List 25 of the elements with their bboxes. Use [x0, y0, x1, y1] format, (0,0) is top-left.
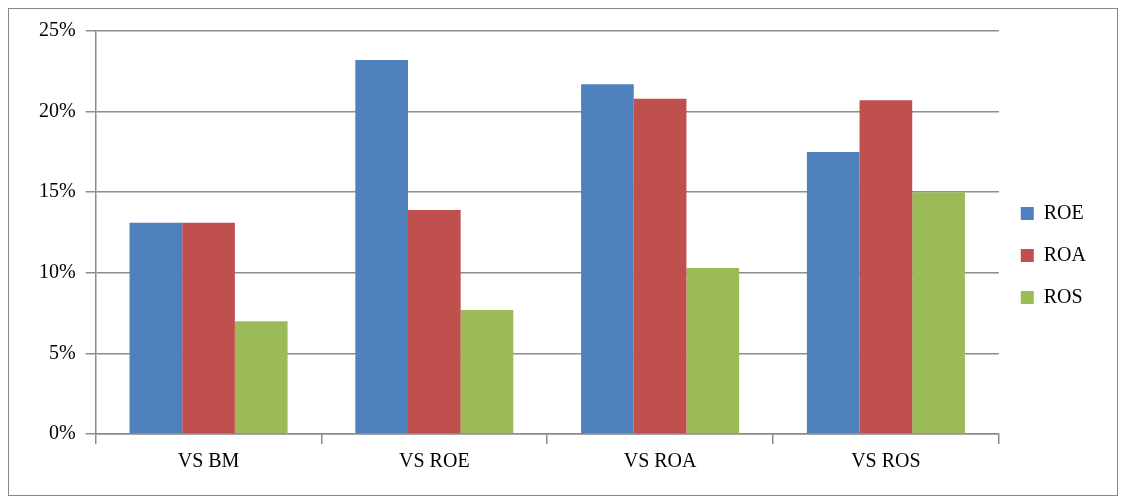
bar — [806, 151, 860, 434]
x-tick-label: VS ROE — [399, 449, 470, 472]
x-tick-label: VS BM — [177, 449, 240, 472]
bar — [407, 209, 461, 434]
bar — [581, 84, 634, 434]
y-tick-label: 0% — [48, 421, 76, 444]
x-tick-label: VS ROA — [623, 449, 698, 472]
bar — [633, 98, 687, 434]
x-tick-label: VS ROS — [851, 449, 921, 472]
y-tick-label: 25% — [38, 18, 76, 41]
bar — [129, 222, 183, 434]
legend-label: ROA — [1043, 242, 1087, 265]
bar — [686, 267, 740, 434]
bar — [460, 309, 514, 434]
bar — [355, 60, 408, 434]
legend-label: ROE — [1043, 200, 1084, 223]
legend-label: ROS — [1043, 284, 1083, 307]
y-tick-label: 5% — [48, 340, 76, 363]
bar — [912, 192, 965, 434]
bar — [182, 222, 235, 434]
bar — [859, 100, 913, 434]
y-tick-label: 15% — [38, 179, 76, 202]
bar — [234, 321, 288, 434]
y-tick-label: 10% — [38, 260, 76, 283]
y-tick-label: 20% — [38, 98, 76, 121]
